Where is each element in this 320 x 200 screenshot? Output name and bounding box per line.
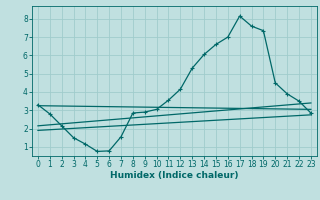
X-axis label: Humidex (Indice chaleur): Humidex (Indice chaleur) — [110, 171, 239, 180]
